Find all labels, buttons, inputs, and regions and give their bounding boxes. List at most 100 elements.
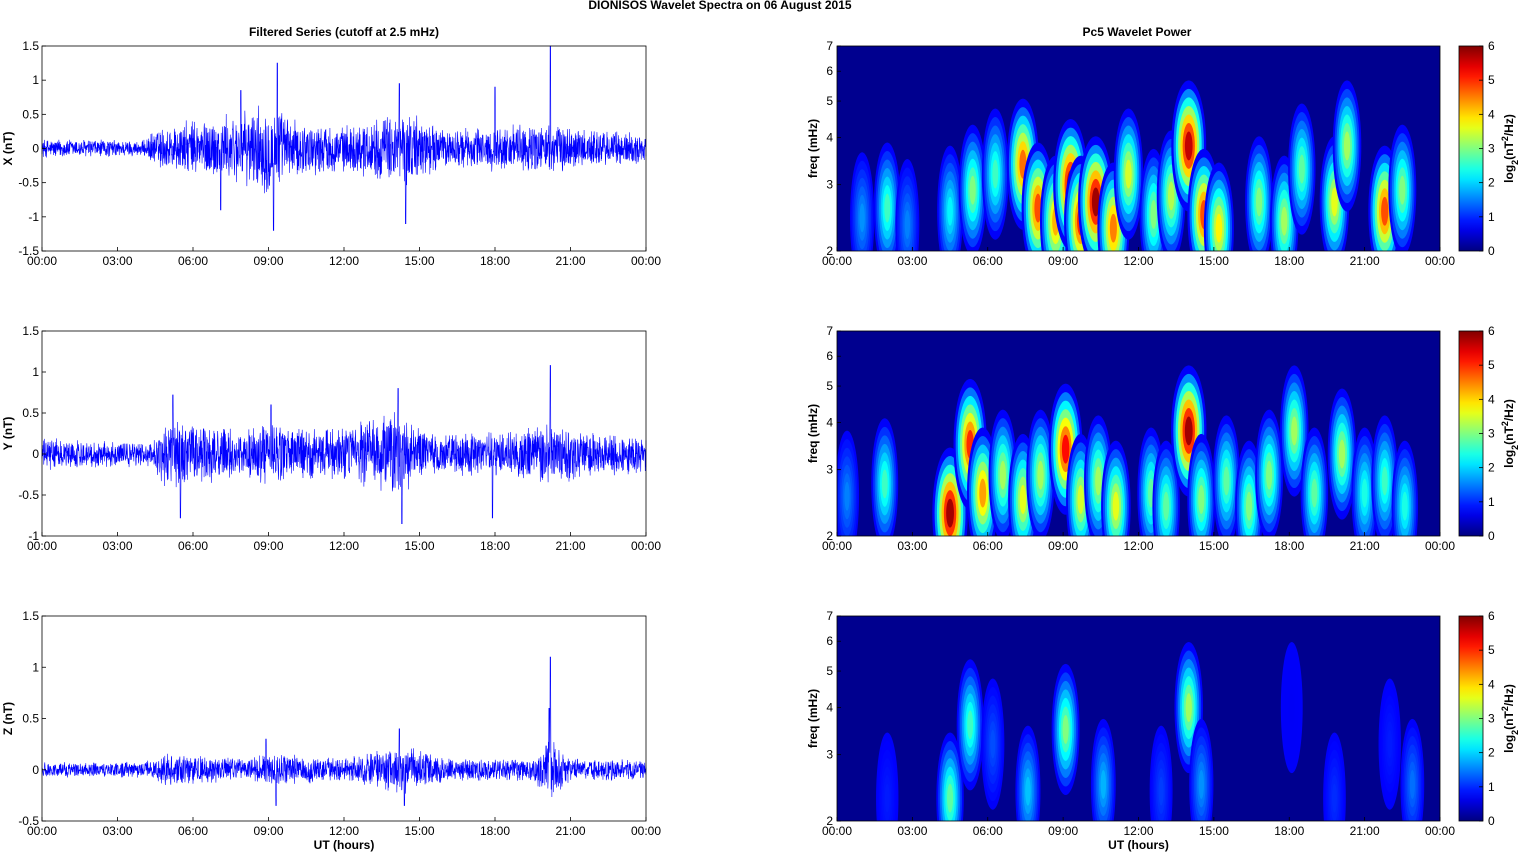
- x-tick-label: 15:00: [404, 254, 434, 268]
- x-tick-label: 00:00: [822, 254, 852, 268]
- power-blob: [1189, 718, 1214, 821]
- x-tick-label: 00:00: [822, 824, 852, 838]
- x-axis-label: UT (hours): [1108, 838, 1169, 852]
- figure-title: DIONISOS Wavelet Spectra on 06 August 20…: [588, 0, 852, 12]
- power-contour: [1158, 776, 1164, 806]
- y-axis-label: Y (nT): [1, 417, 15, 451]
- colorbar-tick-label: 0: [1488, 814, 1495, 828]
- colorbar-tick-label: 1: [1488, 495, 1495, 509]
- power-blob: [895, 159, 920, 251]
- x-tick-label: 18:00: [480, 254, 510, 268]
- y-axis-label: Z (nT): [1, 702, 15, 735]
- power-contour: [1091, 187, 1100, 217]
- y-tick-label: 2: [826, 244, 833, 258]
- power-blob: [1026, 409, 1055, 536]
- y-tick-label: -1: [28, 529, 39, 543]
- power-blob: [1171, 365, 1207, 497]
- power-contour: [881, 469, 888, 499]
- power-contour: [1291, 416, 1298, 446]
- power-contour: [1184, 416, 1193, 446]
- power-contour: [946, 498, 954, 528]
- x-tick-label: 06:00: [178, 539, 208, 553]
- power-contour: [992, 159, 999, 189]
- x-tick-label: 21:00: [555, 254, 585, 268]
- left-column-title: Filtered Series (cutoff at 2.5 mHz): [249, 25, 439, 39]
- power-contour: [1245, 491, 1253, 521]
- colorbar-label: log2(nT2/Hz): [1500, 114, 1520, 183]
- power-contour: [844, 481, 850, 511]
- colorbar-tick-label: 6: [1488, 609, 1495, 623]
- spectrum-plot-area: [837, 46, 1440, 251]
- y-tick-label: 0: [32, 142, 39, 156]
- power-contour: [884, 193, 891, 223]
- y-tick-label: 5: [826, 94, 833, 108]
- y-tick-label: 1.5: [22, 324, 39, 338]
- power-blob: [1400, 718, 1425, 821]
- x-tick-label: 00:00: [27, 539, 57, 553]
- power-blob: [1152, 440, 1180, 536]
- x-tick-label: 21:00: [1350, 539, 1380, 553]
- power-blob: [1391, 440, 1419, 536]
- x-tick-label: 06:00: [973, 824, 1003, 838]
- plot-area: [42, 616, 646, 821]
- y-tick-label: 4: [826, 131, 833, 145]
- colorbar-tick-label: 2: [1488, 746, 1495, 760]
- power-blob: [871, 418, 899, 536]
- x-axis-label: UT (hours): [314, 838, 375, 852]
- power-blob: [1280, 641, 1303, 774]
- colorbar-tick-label: 3: [1488, 142, 1495, 156]
- y-tick-label: 7: [826, 324, 833, 338]
- spectrum-panel-3: 2 3 4 5 6 7 00:00 03:00 06:00 09:00 12:00 15:00 18:0…: [806, 609, 1520, 852]
- power-contour: [1338, 439, 1346, 469]
- power-contour: [1062, 714, 1069, 744]
- axes-frame: [41, 615, 647, 822]
- x-tick-label: 09:00: [253, 254, 283, 268]
- x-tick-label: 06:00: [178, 254, 208, 268]
- x-tick-label: 18:00: [480, 824, 510, 838]
- power-contour: [1361, 478, 1368, 508]
- power-contour: [1256, 187, 1263, 217]
- power-blob: [1288, 103, 1316, 235]
- y-axis-label: freq (mHz): [806, 689, 820, 748]
- x-tick-label: 06:00: [973, 254, 1003, 268]
- colorbar-tick-label: 0: [1488, 244, 1495, 258]
- x-tick-label: 00:00: [1425, 824, 1455, 838]
- y-tick-label: 5: [826, 664, 833, 678]
- colorbar-tick-label: 6: [1488, 324, 1495, 338]
- y-tick-label: -0.5: [18, 814, 39, 828]
- power-blob: [837, 430, 860, 536]
- x-tick-label: 12:00: [329, 539, 359, 553]
- x-tick-label: 12:00: [1123, 254, 1153, 268]
- power-blob: [1351, 427, 1378, 536]
- power-blob: [1051, 663, 1080, 796]
- power-contour: [1185, 693, 1192, 723]
- power-contour: [1343, 131, 1351, 161]
- y-tick-label: 6: [826, 349, 833, 363]
- power-contour: [947, 196, 953, 226]
- power-contour: [1150, 200, 1157, 229]
- x-tick-label: 18:00: [480, 539, 510, 553]
- x-tick-label: 09:00: [253, 539, 283, 553]
- series-panel-y: -1 -0.5 0 0.5 1 1.5 00:00 03:00 06:00 09:00 12:00 1…: [1, 324, 661, 553]
- spectrum-background: [837, 616, 1440, 821]
- y-tick-label: -1.5: [18, 244, 39, 258]
- colorbar-tick-label: 0: [1488, 529, 1495, 543]
- colorbar-label: log2(nT2/Hz): [1500, 684, 1520, 753]
- y-tick-label: 0.5: [22, 406, 39, 420]
- colorbar-tick-label: 3: [1488, 427, 1495, 441]
- spectrum-plot-area: [837, 331, 1440, 536]
- power-contour: [967, 710, 974, 740]
- x-tick-label: 00:00: [631, 824, 661, 838]
- y-axis-label: freq (mHz): [806, 119, 820, 178]
- y-tick-label: 0.5: [22, 712, 39, 726]
- y-tick-label: 6: [826, 634, 833, 648]
- power-blob: [1187, 433, 1216, 536]
- power-blob: [1388, 124, 1417, 251]
- power-blob: [937, 145, 963, 251]
- x-tick-label: 12:00: [1123, 824, 1153, 838]
- axes-frame: [41, 45, 647, 252]
- x-tick-label: 00:00: [27, 824, 57, 838]
- power-contour: [990, 729, 996, 759]
- x-tick-label: 21:00: [555, 824, 585, 838]
